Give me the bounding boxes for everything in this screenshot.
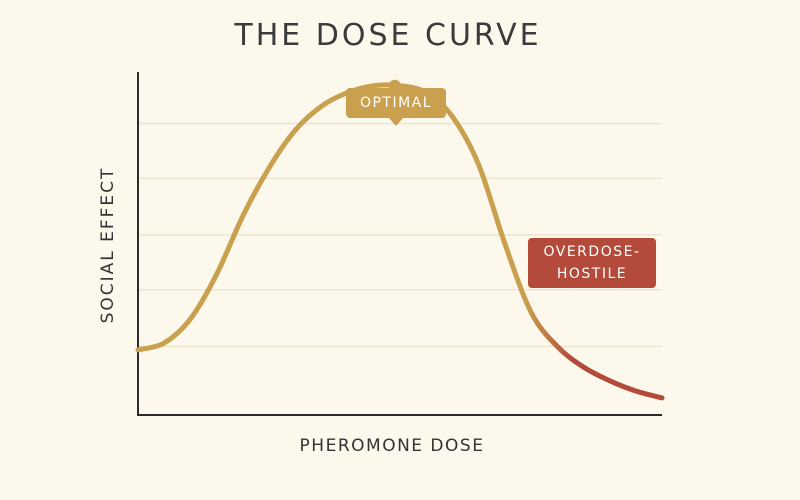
optimal-annotation-pointer: [389, 118, 403, 126]
x-axis-label: PHEROMONE DOSE: [299, 436, 485, 456]
overdose-annotation-line-2: HOSTILE: [556, 266, 628, 282]
optimal-annotation-label: OPTIMAL: [359, 95, 433, 111]
overdose-annotation: OVERDOSE- HOSTILE: [528, 238, 656, 288]
dose-curve-line: [135, 82, 665, 401]
chart-title: THE DOSE CURVE: [234, 18, 542, 53]
optimal-annotation: OPTIMAL: [346, 88, 446, 118]
gridlines: [138, 122, 662, 348]
overdose-annotation-line-1: OVERDOSE-: [543, 244, 641, 260]
